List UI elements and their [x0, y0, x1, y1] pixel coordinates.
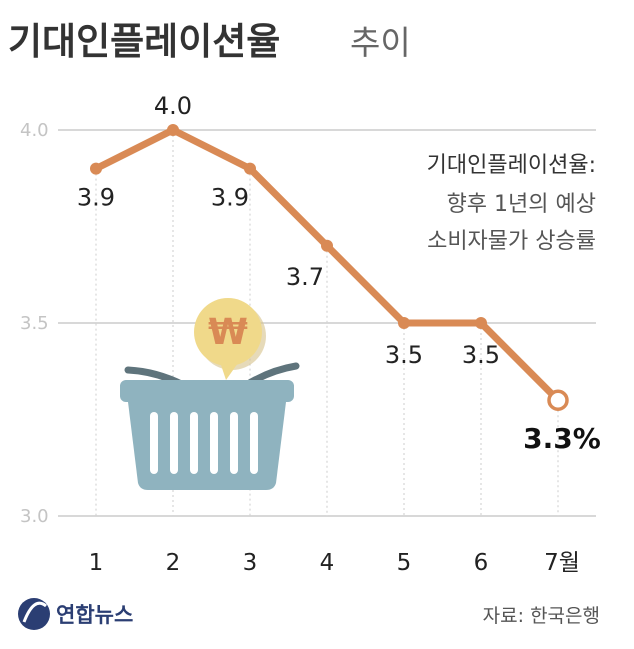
- logo-text: 연합뉴스: [56, 603, 133, 627]
- xtick-label: 3: [243, 550, 258, 576]
- x-tick-labels: 1 2 3 4 5 6 7월: [89, 550, 580, 576]
- yonhap-logo: 연합뉴스: [18, 598, 133, 630]
- annotation-line: 소비자물가 상승률: [427, 229, 596, 254]
- data-label-last: 3.3%: [523, 422, 601, 455]
- xtick-label: 7월: [544, 550, 580, 576]
- logo-swoosh: [22, 601, 47, 623]
- basket-slot: [150, 412, 158, 474]
- won-coin-icon: ₩: [194, 298, 266, 380]
- basket-slot: [210, 412, 218, 474]
- basket-slots: [150, 412, 258, 474]
- ytick-label: 3.0: [20, 506, 49, 527]
- data-point: [398, 317, 410, 329]
- data-label: 3.7: [286, 263, 324, 291]
- xtick-label: 6: [474, 550, 489, 576]
- annotation: 기대인플레이션율: 향후 1년의 예상 소비자물가 상승률: [427, 153, 596, 254]
- xtick-label: 1: [89, 550, 104, 576]
- data-label: 4.0: [154, 92, 192, 120]
- data-label: 3.5: [462, 341, 500, 369]
- data-point: [167, 124, 179, 136]
- xtick-label: 4: [320, 550, 335, 576]
- data-point: [475, 317, 487, 329]
- chart-title: 기대인플레이션율: [8, 20, 280, 63]
- coin-body: [194, 298, 262, 366]
- ytick-label: 3.5: [20, 313, 49, 334]
- basket-slot: [250, 412, 258, 474]
- basket-rim: [120, 380, 294, 402]
- data-label: 3.9: [77, 184, 115, 212]
- basket-slot: [170, 412, 178, 474]
- data-points: [90, 124, 569, 411]
- annotation-line: 향후 1년의 예상: [447, 192, 596, 217]
- basket-body: [128, 402, 286, 490]
- data-label: 3.5: [385, 341, 423, 369]
- logo-globe-icon: [18, 598, 50, 630]
- basket-slot: [230, 412, 238, 474]
- data-label: 3.9: [211, 184, 249, 212]
- basket-slot: [190, 412, 198, 474]
- coin-tail: [220, 362, 238, 380]
- coin-symbol: ₩: [208, 312, 248, 353]
- illustration: ₩: [120, 298, 300, 490]
- xtick-label: 2: [166, 550, 181, 576]
- ytick-label: 4.0: [20, 120, 49, 141]
- data-labels: 3.9 4.0 3.9 3.7 3.5 3.5 3.3%: [77, 92, 601, 455]
- chart-subtitle: 추이: [350, 23, 411, 62]
- source-note: 자료: 한국은행: [483, 605, 600, 627]
- data-point: [90, 162, 102, 175]
- data-point: [321, 239, 333, 252]
- shopping-basket-icon: [120, 362, 300, 490]
- annotation-title: 기대인플레이션율:: [427, 153, 596, 178]
- data-point: [244, 162, 256, 175]
- data-point-last: [547, 389, 569, 411]
- xtick-label: 5: [397, 550, 412, 576]
